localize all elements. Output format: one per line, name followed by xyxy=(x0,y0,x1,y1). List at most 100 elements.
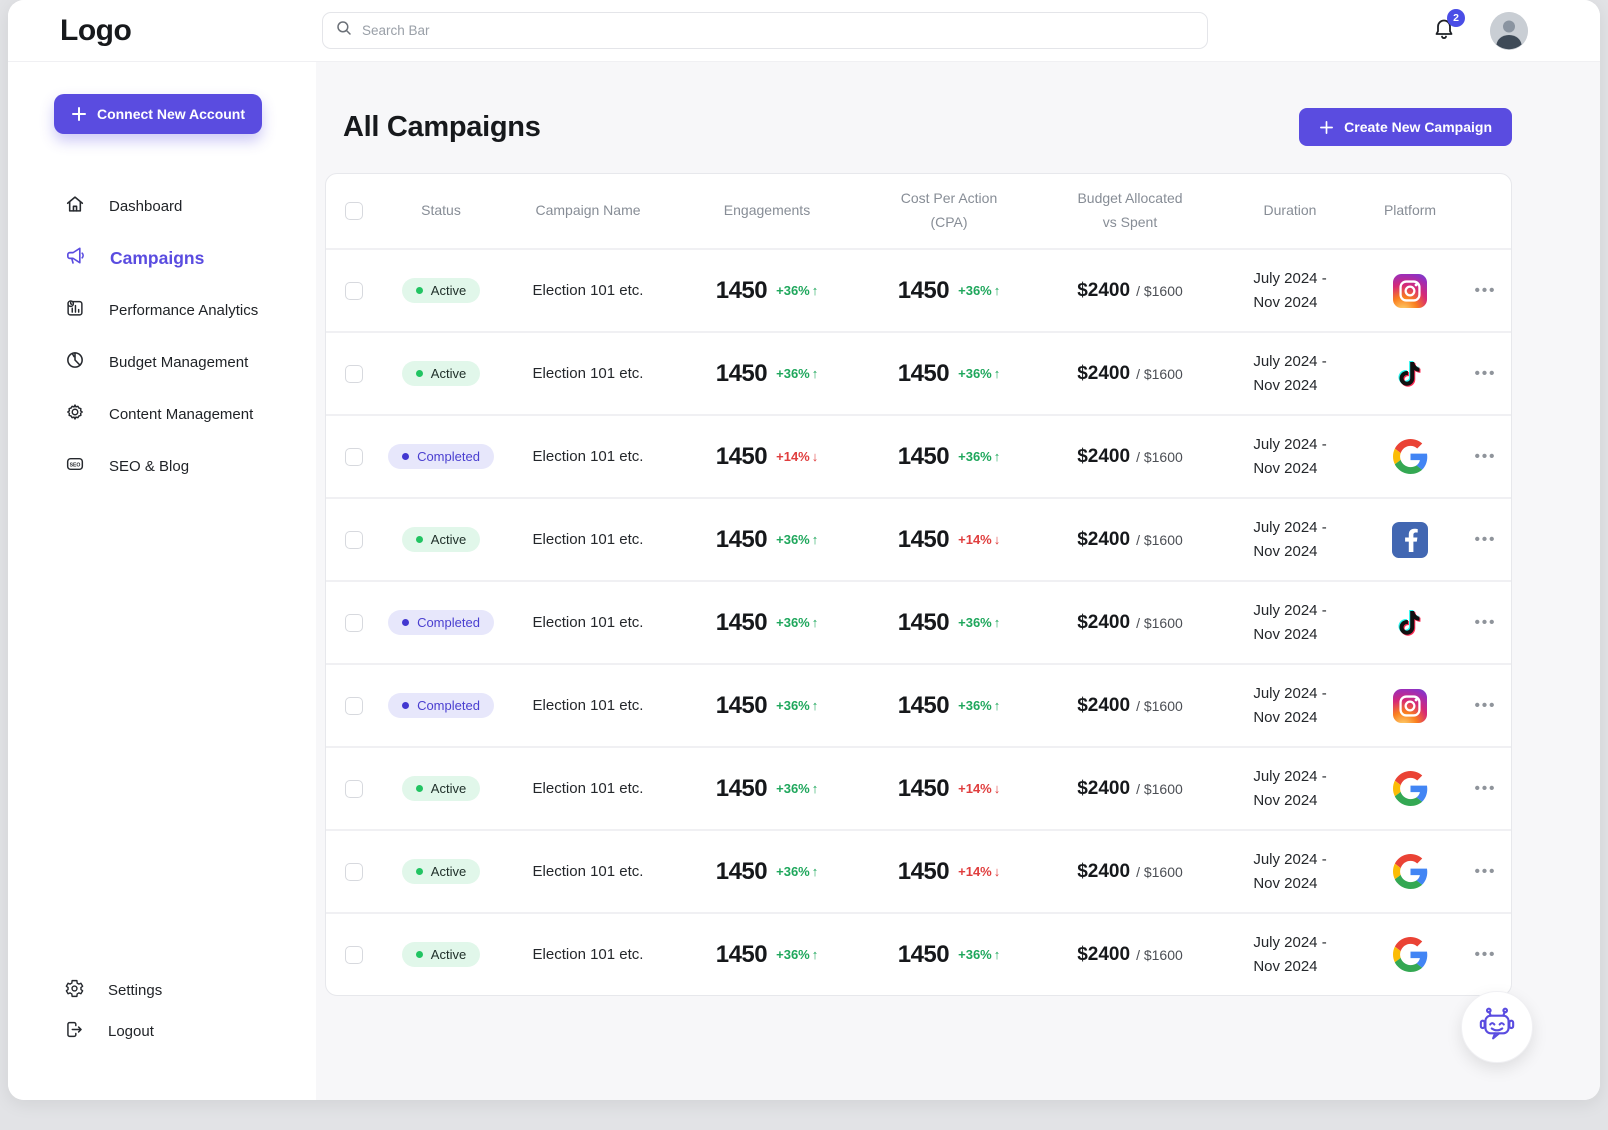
campaign-name: Election 101 etc. xyxy=(532,282,644,299)
engagements-value: 1450 xyxy=(715,774,768,802)
select-row-checkbox[interactable] xyxy=(345,281,363,300)
engagements-delta: +36% ↑ xyxy=(776,947,819,962)
engagements-value: 1450 xyxy=(715,691,768,719)
table-header-row: Status Campaign Name Engagements Cost Pe… xyxy=(326,174,1511,248)
select-row-checkbox[interactable] xyxy=(345,447,363,466)
row-actions-button[interactable]: ••• xyxy=(1474,531,1497,548)
status-badge: Active xyxy=(401,776,481,801)
duration: July 2024 - Nov 2024 xyxy=(1253,685,1327,726)
duration: July 2024 - Nov 2024 xyxy=(1253,768,1327,809)
status-label: Active xyxy=(430,781,467,796)
row-actions-button[interactable]: ••• xyxy=(1474,282,1497,299)
sidebar-item-budget-management[interactable]: Budget Management xyxy=(8,336,316,388)
duration: July 2024 - Nov 2024 xyxy=(1253,519,1327,560)
select-row-checkbox[interactable] xyxy=(345,364,363,383)
status-dot-icon xyxy=(415,951,423,958)
trend-arrow-icon: ↓ xyxy=(993,532,1001,547)
select-row-checkbox[interactable] xyxy=(345,613,363,632)
campaign-name: Election 101 etc. xyxy=(532,946,644,963)
avatar-image xyxy=(1490,11,1528,50)
facebook-icon xyxy=(1392,521,1428,558)
cpa-delta: +14% ↓ xyxy=(958,781,1001,796)
table-row: Active Election 101 etc. 1450 +36% ↑ 1450… xyxy=(326,912,1511,995)
chatbot-button[interactable] xyxy=(1461,991,1533,1063)
campaign-name: Election 101 etc. xyxy=(532,365,644,382)
budget-allocated: $2400 xyxy=(1077,611,1131,633)
row-actions-button[interactable]: ••• xyxy=(1474,863,1497,880)
sidebar-item-label: Performance Analytics xyxy=(109,301,259,319)
sidebar-item-label: SEO & Blog xyxy=(109,457,190,475)
status-badge: Completed xyxy=(388,610,494,635)
avatar[interactable] xyxy=(1490,11,1528,50)
row-actions-button[interactable]: ••• xyxy=(1474,697,1497,714)
plus-icon xyxy=(71,107,86,121)
plus-icon xyxy=(1320,120,1334,134)
logout-icon xyxy=(64,1019,85,1045)
instagram-icon xyxy=(1393,273,1427,308)
status-label: Completed xyxy=(417,698,480,713)
row-actions-button[interactable]: ••• xyxy=(1474,365,1497,382)
row-actions-button[interactable]: ••• xyxy=(1474,946,1497,963)
cpa-value: 1450 xyxy=(897,276,950,304)
sidebar-item-label: Logout xyxy=(108,1023,154,1040)
sidebar-item-seo-blog[interactable]: SEO SEO & Blog xyxy=(8,440,316,492)
notification-badge: 2 xyxy=(1447,9,1465,27)
select-row-checkbox[interactable] xyxy=(345,779,363,798)
duration: July 2024 - Nov 2024 xyxy=(1253,353,1327,394)
notifications-button[interactable]: 2 xyxy=(1432,9,1465,45)
row-actions-button[interactable]: ••• xyxy=(1474,448,1497,465)
sidebar-item-label: Campaigns xyxy=(110,247,205,268)
budget-allocated: $2400 xyxy=(1077,943,1131,965)
select-row-checkbox[interactable] xyxy=(345,530,363,549)
select-row-checkbox[interactable] xyxy=(345,696,363,715)
status-dot-icon xyxy=(402,453,410,460)
logo: Logo xyxy=(60,13,132,47)
search-bar[interactable] xyxy=(322,12,1208,49)
sidebar-item-campaigns[interactable]: Campaigns xyxy=(8,232,316,284)
budget-spent: / $1600 xyxy=(1136,531,1183,548)
budget-spent: / $1600 xyxy=(1136,365,1183,382)
select-all-checkbox[interactable] xyxy=(345,202,363,220)
status-badge: Active xyxy=(401,527,481,552)
trend-arrow-icon: ↑ xyxy=(993,449,1001,464)
search-input[interactable] xyxy=(362,23,1195,38)
status-label: Completed xyxy=(417,615,480,630)
duration: July 2024 - Nov 2024 xyxy=(1253,602,1327,643)
table-row: Active Election 101 etc. 1450 +36% ↑ 1450… xyxy=(326,746,1511,829)
status-label: Active xyxy=(430,532,467,547)
status-label: Active xyxy=(430,864,467,879)
sidebar-item-settings[interactable]: Settings xyxy=(8,970,316,1011)
connect-new-account-button[interactable]: Connect New Account xyxy=(54,94,262,134)
bell-icon xyxy=(1432,19,1456,44)
table-body: Active Election 101 etc. 1450 +36% ↑ 1450… xyxy=(326,248,1511,995)
cpa-delta: +36% ↑ xyxy=(958,283,1001,298)
engagements-delta: +36% ↑ xyxy=(776,864,819,879)
google-icon xyxy=(1392,771,1428,806)
row-actions-button[interactable]: ••• xyxy=(1474,614,1497,631)
trend-arrow-icon: ↑ xyxy=(993,947,1001,962)
engagements-delta: +36% ↑ xyxy=(776,366,819,381)
select-row-checkbox[interactable] xyxy=(345,945,363,964)
select-row-checkbox[interactable] xyxy=(345,862,363,881)
page-title: All Campaigns xyxy=(343,110,541,143)
cpa-value: 1450 xyxy=(897,359,950,387)
sidebar-item-performance-analytics[interactable]: Performance Analytics xyxy=(8,284,316,336)
megaphone-icon xyxy=(64,244,87,272)
row-actions-button[interactable]: ••• xyxy=(1474,780,1497,797)
trend-arrow-icon: ↓ xyxy=(993,864,1001,879)
column-header-engagements: Engagements xyxy=(723,202,811,219)
table-row: Completed Election 101 etc. 1450 +36% ↑ 1… xyxy=(326,580,1511,663)
table-row: Active Election 101 etc. 1450 +36% ↑ 1450… xyxy=(326,331,1511,414)
content-gear-icon xyxy=(64,401,86,428)
column-header-platform: Platform xyxy=(1383,202,1437,219)
sidebar-item-logout[interactable]: Logout xyxy=(8,1011,316,1052)
column-header-duration: Duration xyxy=(1263,202,1317,219)
engagements-value: 1450 xyxy=(715,525,768,553)
column-header-campaign-name: Campaign Name xyxy=(535,202,641,219)
create-new-campaign-button[interactable]: Create New Campaign xyxy=(1299,108,1512,146)
tiktok-icon xyxy=(1393,357,1427,391)
duration: July 2024 - Nov 2024 xyxy=(1253,851,1327,892)
sidebar-item-content-management[interactable]: Content Management xyxy=(8,388,316,440)
sidebar-item-dashboard[interactable]: Dashboard xyxy=(8,180,316,232)
engagements-value: 1450 xyxy=(715,359,768,387)
